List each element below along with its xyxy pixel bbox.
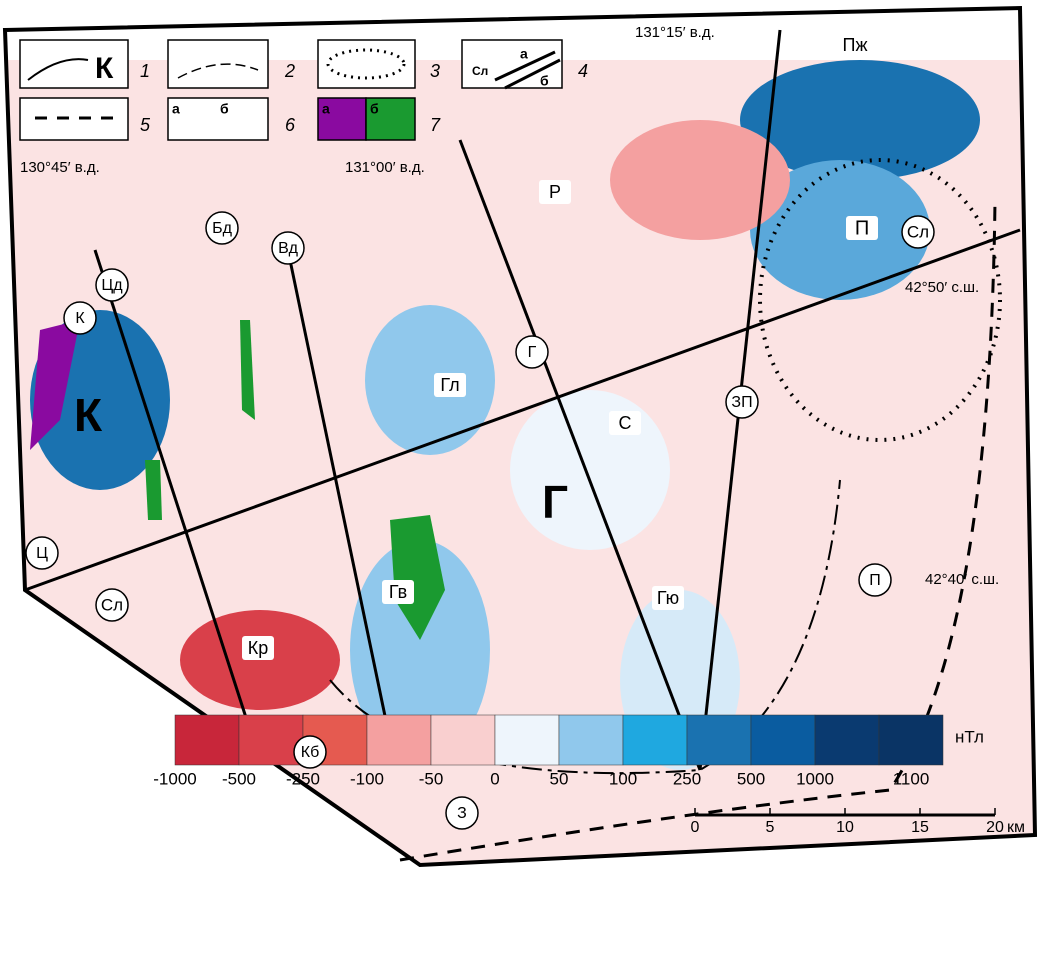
map-label: Гл — [440, 375, 459, 395]
coordinate-label: 42°40′ с.ш. — [925, 571, 999, 588]
colorbar-cell — [879, 715, 943, 765]
map-label: П — [855, 217, 869, 239]
map-label: П — [869, 572, 881, 589]
legend-letter: б — [370, 101, 379, 117]
map-label: К — [75, 310, 85, 327]
coordinate-label: 130°45′ в.д. — [20, 159, 100, 176]
legend-number: 7 — [430, 115, 441, 135]
coordinate-label: 131°00′ в.д. — [345, 159, 425, 176]
colorbar-label: -100 — [350, 769, 384, 788]
legend-box — [168, 40, 268, 88]
colorbar-label: 100 — [609, 769, 637, 788]
colorbar-cell — [815, 715, 879, 765]
legend-letter: а — [172, 101, 180, 117]
colorbar-cell — [175, 715, 239, 765]
map-label: Вд — [278, 240, 298, 257]
legend-box — [318, 40, 415, 88]
colorbar-label: 0 — [490, 769, 499, 788]
map-label: З — [457, 805, 467, 822]
colorbar-label: 50 — [550, 769, 569, 788]
colorbar-label: -500 — [222, 769, 256, 788]
legend-number: 3 — [430, 61, 440, 81]
map-label: ЗП — [731, 394, 752, 411]
legend-number: 4 — [578, 61, 588, 81]
colorbar-cell — [495, 715, 559, 765]
map-label: С — [619, 413, 632, 433]
legend-number: 2 — [284, 61, 295, 81]
colorbar-cell — [751, 715, 815, 765]
colorbar-label: 1100 — [893, 769, 930, 788]
colorbar-label: 500 — [737, 769, 765, 788]
colorbar-cell — [239, 715, 303, 765]
legend-letter: а — [322, 101, 330, 117]
legend-box — [168, 98, 268, 140]
map-label: Кр — [248, 638, 269, 658]
map-label: К — [74, 389, 103, 441]
anomaly — [510, 390, 670, 550]
legend-letter: б — [220, 101, 229, 117]
legend-letter: б — [540, 73, 549, 89]
legend-number: 1 — [140, 61, 150, 81]
legend-letter: Сл — [472, 64, 488, 78]
map: -1000-500-250-100-5005010025050010001100… — [0, 0, 1038, 963]
map-label: Гв — [389, 582, 407, 602]
map-label: Бд — [212, 220, 233, 237]
legend-number: 6 — [285, 115, 296, 135]
map-label: Г — [542, 476, 568, 528]
map-label: Гю — [657, 588, 679, 608]
legend-number: 5 — [140, 115, 151, 135]
scale-label: 0 — [691, 819, 700, 836]
colorbar-label: 1000 — [796, 769, 834, 788]
map-label: Г — [528, 344, 537, 361]
colorbar-label: -250 — [286, 769, 320, 788]
legend-letter: а — [520, 46, 528, 62]
scale-label: 5 — [766, 819, 775, 836]
intrusion-b — [145, 460, 162, 520]
scale-unit: км — [1007, 819, 1025, 836]
colorbar-label: -50 — [419, 769, 444, 788]
map-label: Цд — [101, 277, 123, 294]
map-label: Кб — [301, 744, 319, 761]
colorbar-label: -1000 — [153, 769, 196, 788]
colorbar-cell — [559, 715, 623, 765]
map-label: Р — [549, 182, 561, 202]
coordinate-label: 42°50′ с.ш. — [905, 279, 979, 296]
map-label: Ц — [36, 545, 48, 562]
scale-label: 15 — [911, 819, 929, 836]
scale-label: 20 — [986, 819, 1004, 836]
legend-letter: К — [95, 52, 114, 85]
colorbar-unit: нТл — [955, 727, 984, 746]
colorbar-cell — [431, 715, 495, 765]
map-label: Сл — [907, 222, 929, 241]
colorbar-label: 250 — [673, 769, 701, 788]
coordinate-label: 131°15′ в.д. — [635, 24, 715, 41]
colorbar-cell — [687, 715, 751, 765]
colorbar-cell — [623, 715, 687, 765]
map-label: Пж — [843, 35, 868, 55]
map-label: Сл — [101, 595, 123, 614]
anomaly — [365, 305, 495, 455]
colorbar-cell — [367, 715, 431, 765]
scale-label: 10 — [836, 819, 854, 836]
